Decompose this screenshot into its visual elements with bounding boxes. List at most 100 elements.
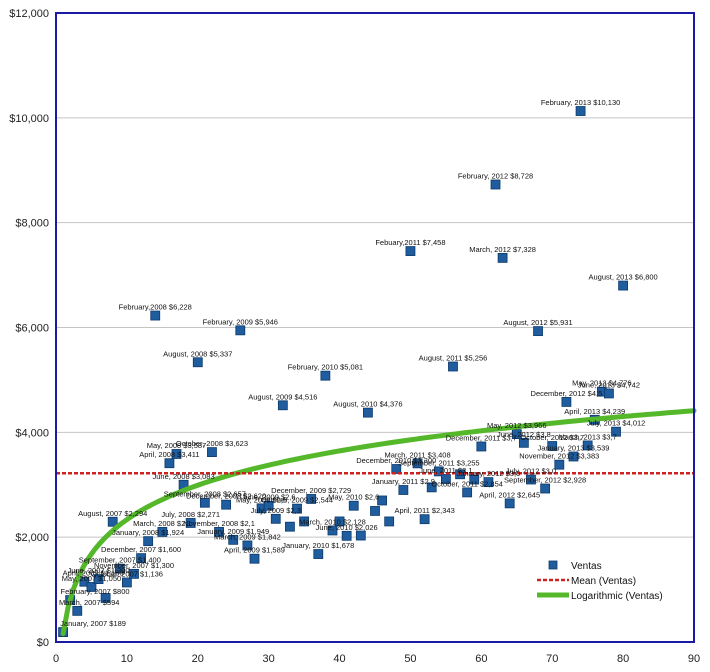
data-label: April, 2013 $4,239 bbox=[564, 407, 625, 416]
data-label: October, 2007 $1,136 bbox=[91, 569, 163, 578]
data-point bbox=[547, 441, 558, 451]
x-tick-label: 40 bbox=[333, 653, 345, 665]
data-label: February, 2007 $800 bbox=[61, 587, 130, 596]
data-point bbox=[377, 495, 387, 506]
data-point bbox=[497, 252, 508, 263]
data-label: November, 2008 $2,1 bbox=[183, 519, 255, 528]
data-label: January, 2012 $3,0 bbox=[457, 469, 521, 478]
data-label: August, 2008 $5,337 bbox=[163, 349, 232, 358]
data-point bbox=[79, 576, 90, 587]
y-tick-label: $8,000 bbox=[15, 218, 49, 230]
data-label: December, 2007 $1,600 bbox=[101, 545, 181, 554]
data-label: December, 2008 $2,620 bbox=[186, 492, 266, 501]
data-label: July, 2012 $3,0 bbox=[506, 467, 556, 476]
data-label: June, 2007 $1,200 bbox=[67, 566, 129, 575]
data-point bbox=[121, 577, 132, 588]
data-point bbox=[320, 370, 331, 381]
data-point bbox=[348, 500, 359, 511]
data-label: March, 2008 $2,1 bbox=[133, 519, 191, 528]
data-point bbox=[426, 482, 437, 493]
data-point bbox=[285, 521, 295, 532]
data-point bbox=[249, 553, 260, 564]
data-label: June, 2008 $3,083 bbox=[153, 472, 215, 481]
data-point bbox=[93, 574, 104, 584]
data-point bbox=[440, 474, 451, 484]
data-point bbox=[526, 474, 536, 485]
data-point bbox=[157, 527, 168, 537]
data-label: May, 2013 $4,776 bbox=[572, 379, 632, 388]
data-point bbox=[171, 449, 182, 459]
data-point bbox=[313, 549, 324, 559]
data-point bbox=[462, 487, 473, 498]
data-point bbox=[419, 514, 430, 525]
data-point bbox=[299, 516, 310, 527]
data-label: July, 2013 $4,012 bbox=[587, 419, 646, 428]
data-label: October, 2008 $3,623 bbox=[176, 439, 248, 448]
data-label: January, 2008 $1,924 bbox=[112, 528, 184, 537]
legend-label-ventas: Ventas bbox=[571, 561, 602, 572]
data-point bbox=[214, 527, 224, 537]
data-point bbox=[129, 568, 139, 579]
x-tick-label: 70 bbox=[546, 653, 558, 665]
ventas-series bbox=[58, 106, 629, 637]
data-point bbox=[341, 530, 352, 541]
data-label: April, 2012 $2,645 bbox=[479, 490, 540, 499]
data-point bbox=[476, 441, 487, 452]
x-tick-label: 0 bbox=[53, 653, 59, 665]
legend-marker-ventas bbox=[548, 560, 558, 570]
data-point bbox=[292, 503, 302, 514]
legend-label-mean: Mean (Ventas) bbox=[571, 576, 636, 587]
data-label: November, 2007 $1,300 bbox=[94, 561, 174, 570]
data-label: June, 2011 $3,1 bbox=[419, 466, 472, 475]
data-label: December, 2012 $4,5 bbox=[531, 389, 603, 398]
data-label: January, 2013 $3,539 bbox=[537, 443, 609, 452]
data-point bbox=[185, 518, 196, 528]
data-label: December, 2009 $2,729 bbox=[271, 486, 351, 495]
data-label: March, 2011 $3,408 bbox=[384, 450, 450, 459]
data-point bbox=[100, 593, 111, 603]
x-axis-ticks: 0 10 20 30 40 50 60 70 80 90 bbox=[53, 653, 700, 665]
data-label: December, 2011 $3,7 bbox=[446, 433, 517, 442]
data-label: April, 2009 $1,589 bbox=[224, 546, 285, 555]
data-label: April, 2008 $3,411 bbox=[139, 450, 199, 459]
data-label: June, 2009 $2,6 bbox=[242, 493, 296, 502]
data-label: January, 2007 $189 bbox=[60, 619, 126, 628]
data-point bbox=[554, 459, 565, 470]
data-point bbox=[391, 464, 402, 474]
y-tick-label: $10,000 bbox=[9, 113, 49, 125]
data-point bbox=[412, 458, 423, 469]
data-label: October, 2012 $3,7 bbox=[520, 433, 584, 442]
y-tick-label: $6,000 bbox=[15, 323, 49, 335]
data-point bbox=[370, 506, 380, 516]
data-point bbox=[86, 582, 97, 592]
data-point bbox=[207, 447, 217, 457]
data-label: September, 2012 $2,928 bbox=[504, 476, 586, 485]
data-label: August, 2013 $6,800 bbox=[588, 273, 657, 282]
legend: Ventas Mean (Ventas) Logarithmic (Ventas) bbox=[537, 560, 663, 602]
data-point bbox=[561, 397, 572, 407]
data-label: February, 2010 $5,081 bbox=[288, 363, 363, 372]
plot-frame bbox=[55, 12, 695, 643]
data-label: June, 2012 $3,8 bbox=[497, 430, 551, 439]
data-label: March, 2010 $2,128 bbox=[299, 517, 366, 526]
data-point bbox=[228, 534, 239, 545]
data-label: February, 2012 $8,728 bbox=[458, 172, 533, 181]
data-label: January, 2011 $2,9 bbox=[372, 477, 435, 486]
data-label: May, 2007 $1,050 bbox=[62, 574, 122, 583]
data-point bbox=[72, 605, 83, 616]
data-label: January, 2009 $1,949 bbox=[197, 527, 269, 536]
data-label: September, 2011 $3,255 bbox=[398, 458, 480, 467]
data-point bbox=[199, 497, 210, 508]
data-label: February, 2009 $5,946 bbox=[203, 317, 278, 326]
data-point bbox=[334, 516, 345, 527]
data-label: May, 2012 $3,966 bbox=[487, 421, 547, 430]
data-label: October, 2011 $2,854 bbox=[431, 479, 503, 488]
x-tick-label: 30 bbox=[263, 653, 275, 665]
data-label: July, 2008 $2,271 bbox=[161, 510, 220, 519]
data-label: May, 2010 $2,6 bbox=[328, 493, 379, 502]
data-point bbox=[270, 513, 281, 524]
data-point bbox=[242, 540, 253, 551]
data-point bbox=[221, 499, 232, 510]
data-label: August, 2010 $4,376 bbox=[333, 400, 402, 409]
data-point bbox=[277, 400, 288, 411]
